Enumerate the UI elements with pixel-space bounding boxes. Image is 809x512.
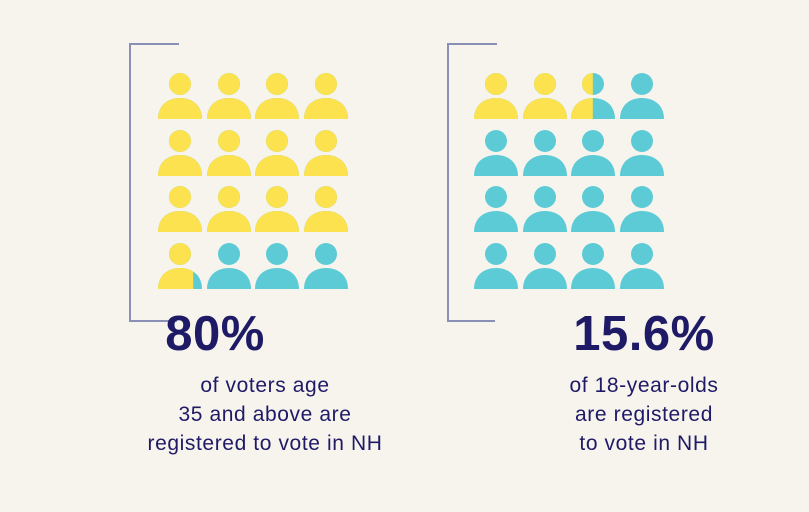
caption: of 18-year-olds are registered to vote i… <box>484 371 804 458</box>
person-icon <box>255 186 300 232</box>
person-icon <box>474 129 518 176</box>
pictograph-panel-voters-35-plus: 80% of voters age 35 and above are regis… <box>0 0 404 512</box>
person-icon <box>158 129 202 176</box>
caption-line: to vote in NH <box>579 432 709 455</box>
person-icon <box>255 242 300 289</box>
person-icon <box>522 242 567 289</box>
person-icon <box>303 242 348 289</box>
caption-line: are registered <box>575 403 713 426</box>
bracket-divider <box>129 43 179 322</box>
person-icon <box>206 129 251 176</box>
person-icon <box>303 129 348 176</box>
person-icon <box>619 73 664 119</box>
person-icon <box>255 129 300 176</box>
person-icon <box>255 73 300 119</box>
percent-value: 15.6% <box>573 307 715 361</box>
person-icon <box>158 242 202 289</box>
bracket-divider <box>447 43 497 322</box>
bracket-bottom-line <box>449 320 495 322</box>
person-icon <box>619 242 664 289</box>
person-icon <box>206 186 251 232</box>
pictograph-panel-18-year-olds: 15.6% of 18-year-olds are registered to … <box>404 0 808 512</box>
person-icon <box>303 186 348 232</box>
person-icon <box>571 242 616 289</box>
bracket-bottom-line <box>131 320 177 322</box>
person-icon <box>158 73 202 119</box>
person-icon-grid <box>404 0 808 320</box>
caption-line: 35 and above are <box>178 403 352 426</box>
person-icon <box>474 242 518 289</box>
caption: of voters age 35 and above are registere… <box>95 371 435 458</box>
person-icon <box>571 186 616 232</box>
person-icon <box>522 73 567 119</box>
person-icon <box>158 186 202 232</box>
person-icon <box>619 129 664 176</box>
person-icon-grid <box>0 0 404 320</box>
bracket-top-line <box>449 43 497 45</box>
percent-value: 80% <box>165 307 265 361</box>
person-icon <box>522 186 567 232</box>
person-icon <box>474 186 518 232</box>
person-icon <box>619 186 664 232</box>
caption-line: of 18-year-olds <box>569 374 719 397</box>
caption-line: of voters age <box>200 374 330 397</box>
person-icon <box>522 129 567 176</box>
bracket-top-line <box>131 43 179 45</box>
person-icon <box>571 129 616 176</box>
person-icon <box>303 73 348 119</box>
person-icon <box>571 73 616 119</box>
person-icon <box>206 73 251 119</box>
person-icon <box>474 73 518 119</box>
person-icon <box>206 242 251 289</box>
caption-line: registered to vote in NH <box>147 432 383 455</box>
